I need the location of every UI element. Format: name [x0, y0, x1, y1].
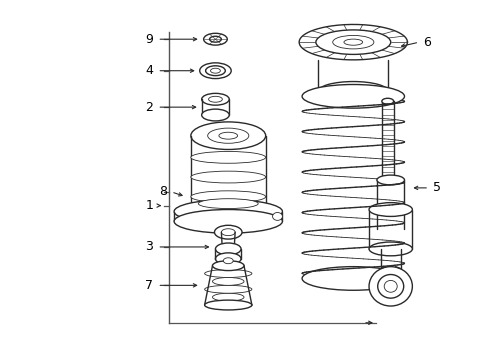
- Text: 6: 6: [422, 36, 430, 49]
- Ellipse shape: [198, 199, 258, 208]
- Ellipse shape: [328, 89, 377, 103]
- Ellipse shape: [377, 275, 403, 298]
- Text: 1: 1: [145, 199, 153, 212]
- Ellipse shape: [204, 301, 251, 309]
- Text: 9: 9: [145, 33, 153, 46]
- Ellipse shape: [204, 300, 251, 310]
- Ellipse shape: [174, 210, 282, 233]
- Ellipse shape: [208, 96, 222, 102]
- Ellipse shape: [302, 85, 404, 108]
- Ellipse shape: [302, 267, 404, 290]
- Ellipse shape: [272, 212, 282, 220]
- Ellipse shape: [204, 285, 251, 293]
- Ellipse shape: [210, 68, 220, 73]
- Ellipse shape: [190, 152, 265, 163]
- Ellipse shape: [212, 293, 244, 301]
- Ellipse shape: [376, 175, 404, 185]
- Ellipse shape: [212, 262, 244, 270]
- Ellipse shape: [212, 278, 244, 285]
- Ellipse shape: [203, 33, 227, 45]
- Text: 3: 3: [145, 240, 153, 253]
- Ellipse shape: [215, 243, 241, 255]
- Ellipse shape: [223, 258, 233, 264]
- Ellipse shape: [384, 280, 396, 292]
- Ellipse shape: [201, 93, 229, 105]
- Ellipse shape: [343, 39, 362, 45]
- Ellipse shape: [190, 191, 265, 203]
- Ellipse shape: [214, 225, 242, 239]
- Ellipse shape: [204, 270, 251, 278]
- Ellipse shape: [207, 128, 248, 143]
- Ellipse shape: [221, 229, 235, 236]
- Ellipse shape: [209, 36, 221, 42]
- Ellipse shape: [205, 66, 225, 76]
- Ellipse shape: [318, 82, 387, 101]
- Ellipse shape: [368, 242, 411, 256]
- Text: 7: 7: [145, 279, 153, 292]
- Ellipse shape: [315, 30, 390, 54]
- Text: 5: 5: [432, 181, 440, 194]
- Ellipse shape: [368, 267, 411, 306]
- Text: 2: 2: [145, 101, 153, 114]
- Text: 8: 8: [159, 185, 167, 198]
- Ellipse shape: [368, 203, 411, 216]
- Ellipse shape: [174, 200, 282, 223]
- Ellipse shape: [332, 35, 373, 49]
- Ellipse shape: [201, 109, 229, 121]
- Ellipse shape: [219, 132, 237, 139]
- Ellipse shape: [190, 171, 265, 183]
- Ellipse shape: [381, 98, 393, 104]
- Ellipse shape: [199, 63, 231, 78]
- Ellipse shape: [212, 261, 244, 271]
- Ellipse shape: [215, 253, 241, 265]
- Text: 4: 4: [145, 64, 153, 77]
- Ellipse shape: [190, 122, 265, 149]
